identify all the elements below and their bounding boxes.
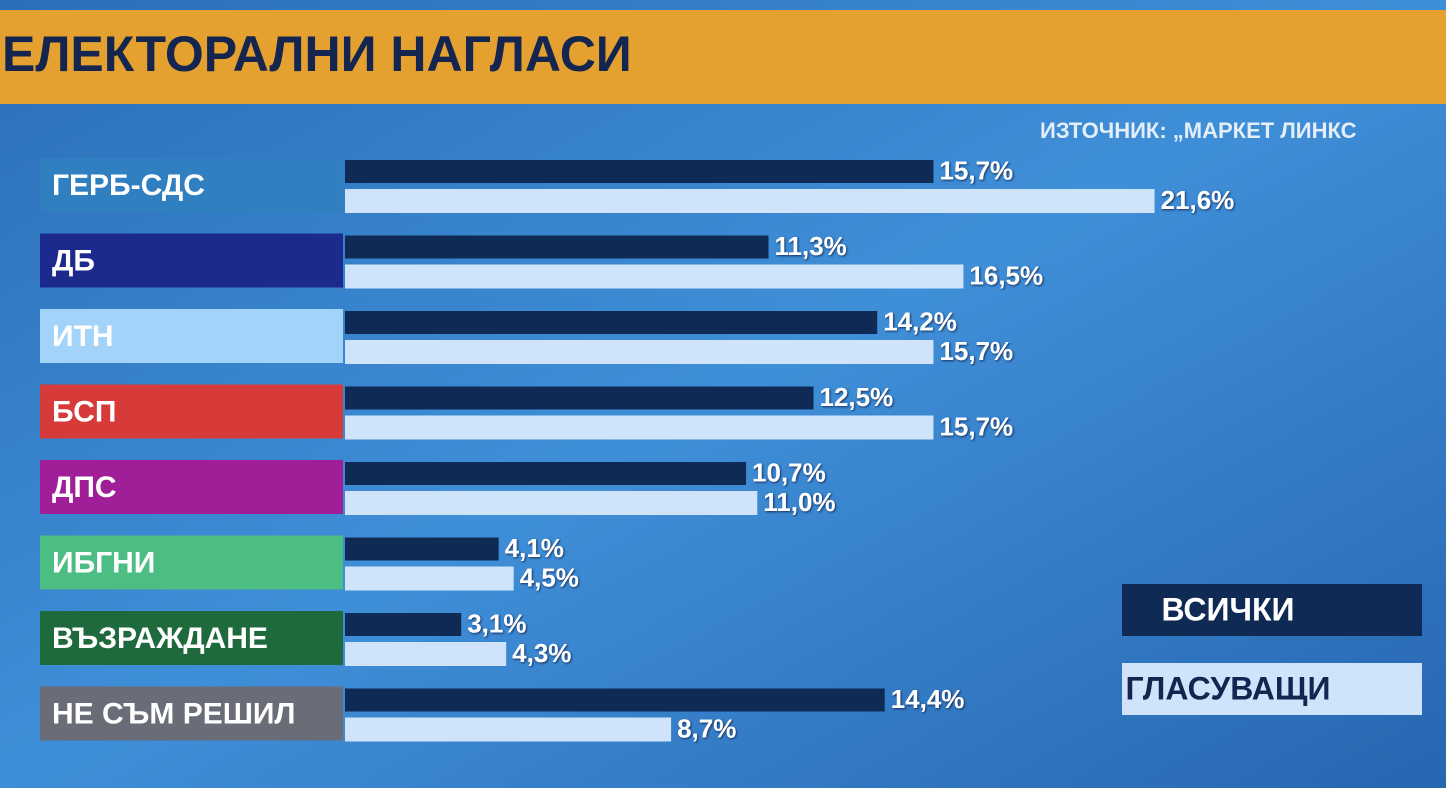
bar (345, 160, 934, 183)
value-label: 4,1% (505, 533, 564, 563)
value-label: 4,3% (512, 638, 571, 668)
value-label: 8,7% (677, 713, 736, 743)
legend-label: ВСИЧКИ (1161, 591, 1294, 627)
bar (345, 688, 885, 712)
value-label: 15,7% (939, 411, 1013, 441)
legend-swatch (1122, 663, 1422, 715)
category-box (40, 158, 343, 212)
bar (345, 717, 672, 742)
category-box (40, 384, 343, 439)
legend-swatch (1122, 584, 1422, 636)
category-label: НЕ СЪМ РЕШИЛ (52, 697, 295, 730)
value-label: 16,5% (969, 260, 1043, 290)
value-label: 11,0% (763, 487, 835, 517)
value-label: 3,1% (467, 608, 526, 638)
bar (345, 566, 514, 591)
value-label: 15,7% (939, 336, 1013, 366)
value-label: 10,7% (752, 457, 826, 487)
category-label: ДБ (52, 244, 95, 277)
chart-title: ЕЛЕКТОРАЛНИ НАГЛАСИ (2, 26, 632, 82)
bar (345, 235, 769, 259)
category-box (40, 460, 343, 514)
bar (345, 264, 964, 289)
value-label: 15,7% (939, 155, 1013, 185)
category-box (40, 686, 343, 741)
bar (345, 613, 462, 636)
bar (345, 189, 1155, 213)
category-label: ИБГНИ (52, 546, 155, 579)
bar (345, 386, 814, 410)
bar (345, 311, 878, 334)
category-box (40, 233, 343, 288)
category-box (40, 535, 343, 590)
category-label: ВЪЗРАЖДАНЕ (52, 622, 268, 655)
value-label: 21,6% (1161, 185, 1235, 215)
title-band (0, 10, 1446, 104)
value-label: 14,4% (891, 684, 965, 714)
value-label: 4,5% (520, 562, 579, 592)
category-box (40, 611, 343, 665)
bar (345, 340, 934, 364)
category-label: ИТН (52, 320, 114, 353)
bar (345, 462, 747, 485)
category-label: ГЕРБ-СДС (52, 169, 205, 202)
value-label: 12,5% (820, 382, 894, 412)
value-label: 14,2% (883, 306, 957, 336)
category-box (40, 309, 343, 363)
value-label: 11,3% (775, 231, 847, 261)
bar (345, 491, 758, 515)
source: ИЗТОЧНИК: „МАРКЕТ ЛИНКС (1040, 118, 1357, 143)
bar (345, 642, 507, 666)
bar (345, 415, 934, 440)
category-label: БСП (52, 395, 116, 428)
category-label: ДПС (52, 471, 117, 504)
legend-label: ГЛАСУВАЩИ (1126, 670, 1331, 706)
bar (345, 537, 499, 561)
